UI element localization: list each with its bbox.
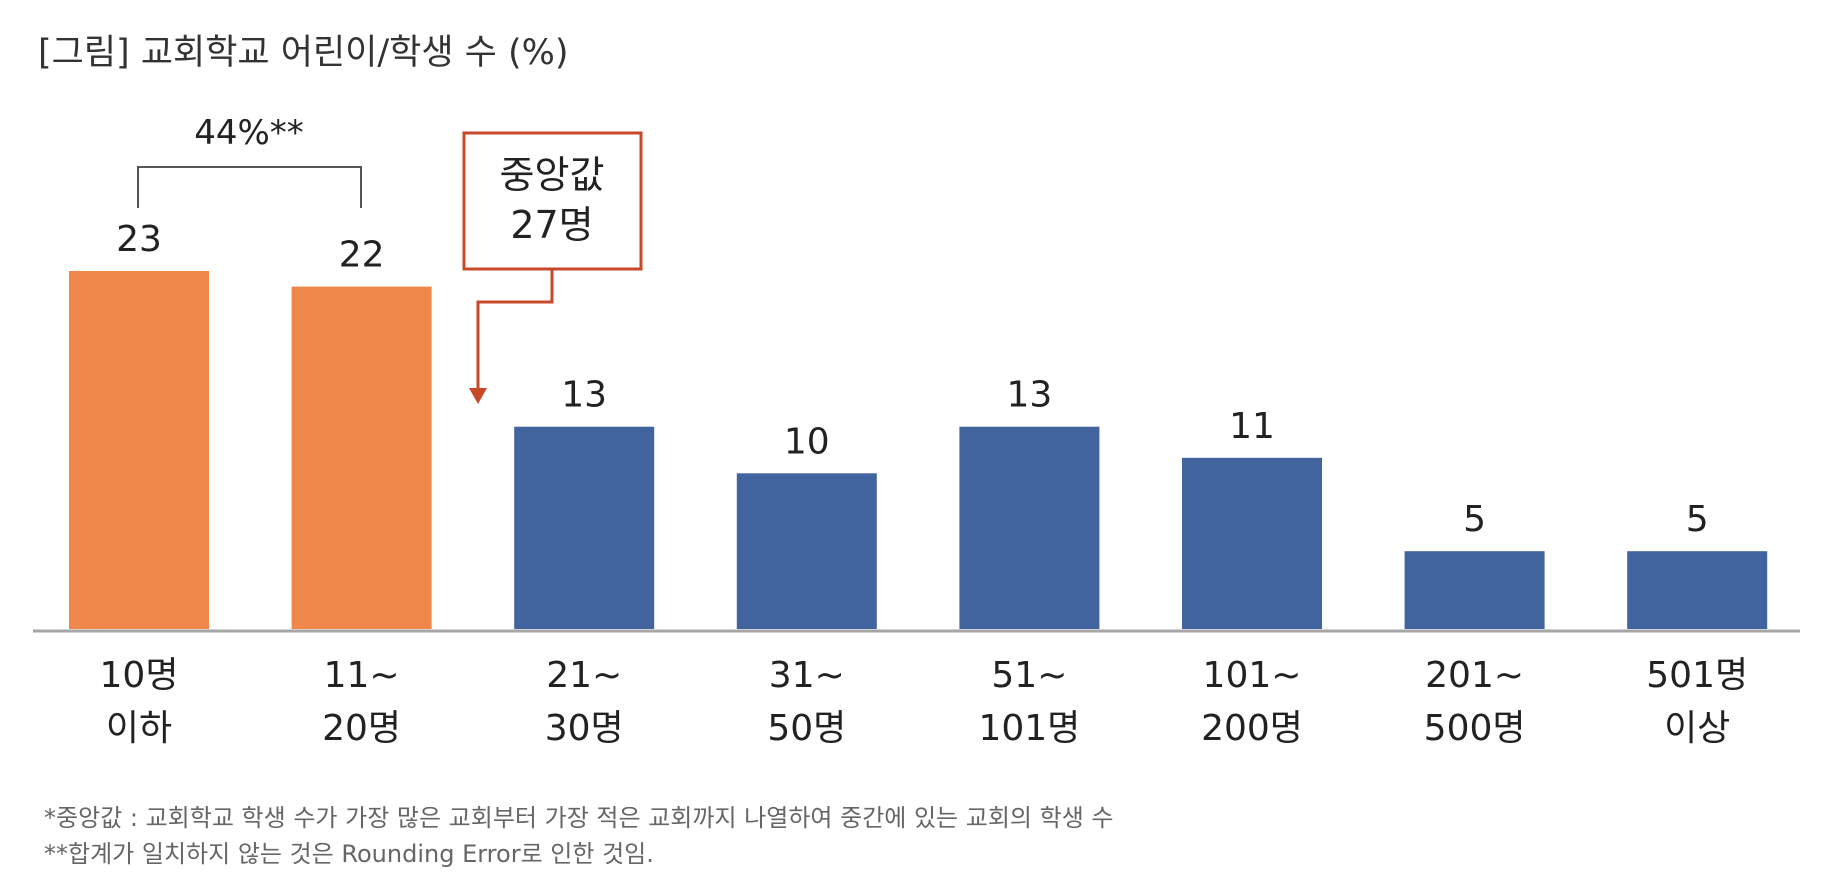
x-tick-label-3-line-0: 31~ — [769, 655, 845, 696]
bar-value-label-6: 5 — [1463, 499, 1486, 540]
bar-value-label-2: 13 — [561, 375, 607, 416]
x-tick-label-2-line-0: 21~ — [546, 655, 622, 696]
value-labels-group: 23 22 13 10 13 11 5 5 — [116, 219, 1709, 540]
median-annotation: 중앙값 27명 — [462, 131, 643, 404]
footnote-median: *중앙값 : 교회학교 학생 수가 가장 많은 교회부터 가장 적은 교회까지 … — [44, 804, 1114, 832]
bar-value-label-5: 11 — [1229, 406, 1275, 447]
bar-7 — [1627, 551, 1768, 629]
x-tick-label-2-line-1: 30명 — [545, 708, 624, 749]
bar-value-label-0: 23 — [116, 219, 162, 260]
sum-bracket: 44%** — [137, 113, 362, 208]
footnote-rounding: **합계가 일치하지 않는 것은 Rounding Error로 인한 것임. — [44, 840, 654, 868]
x-tick-label-1-line-1: 20명 — [322, 708, 401, 749]
bar-value-label-3: 10 — [784, 421, 830, 462]
bar-5 — [1182, 457, 1322, 629]
bars-group — [69, 271, 1768, 629]
bar-2 — [514, 426, 655, 629]
x-tick-label-4-line-0: 51~ — [991, 655, 1067, 696]
median-box-value: 27명 — [510, 203, 593, 247]
x-tick-label-5-line-0: 101~ — [1203, 655, 1302, 696]
median-box-label: 중앙값 — [500, 153, 605, 197]
x-tick-label-0-line-0: 10명 — [100, 655, 179, 696]
median-arrow-head — [469, 388, 487, 404]
x-tick-label-6-line-1: 500명 — [1424, 708, 1526, 749]
x-tick-label-7-line-0: 501명 — [1646, 655, 1748, 696]
x-tick-label-4-line-1: 101명 — [978, 708, 1080, 749]
x-tick-label-7-line-1: 이상 — [1664, 708, 1730, 749]
bar-6 — [1404, 551, 1545, 629]
bar-0 — [69, 271, 209, 629]
x-tick-label-1-line-0: 11~ — [324, 655, 400, 696]
bar-4 — [959, 426, 1100, 629]
median-box — [462, 131, 643, 271]
bar-3 — [736, 473, 877, 629]
x-tick-label-6-line-0: 201~ — [1425, 655, 1524, 696]
median-arrow-line — [476, 269, 554, 388]
x-tick-label-0-line-1: 이하 — [106, 708, 172, 749]
bar-value-label-7: 5 — [1686, 499, 1709, 540]
chart-title: [그림] 교회학교 어린이/학생 수 (%) — [38, 33, 569, 73]
x-tick-label-3-line-1: 50명 — [767, 708, 846, 749]
x-tick-label-5-line-1: 200명 — [1201, 708, 1303, 749]
bar-value-label-1: 22 — [339, 235, 385, 276]
sum-bracket-line — [137, 166, 362, 208]
bar-1 — [291, 286, 432, 629]
bar-value-label-4: 13 — [1006, 375, 1052, 416]
sum-bracket-label: 44%** — [194, 113, 304, 153]
